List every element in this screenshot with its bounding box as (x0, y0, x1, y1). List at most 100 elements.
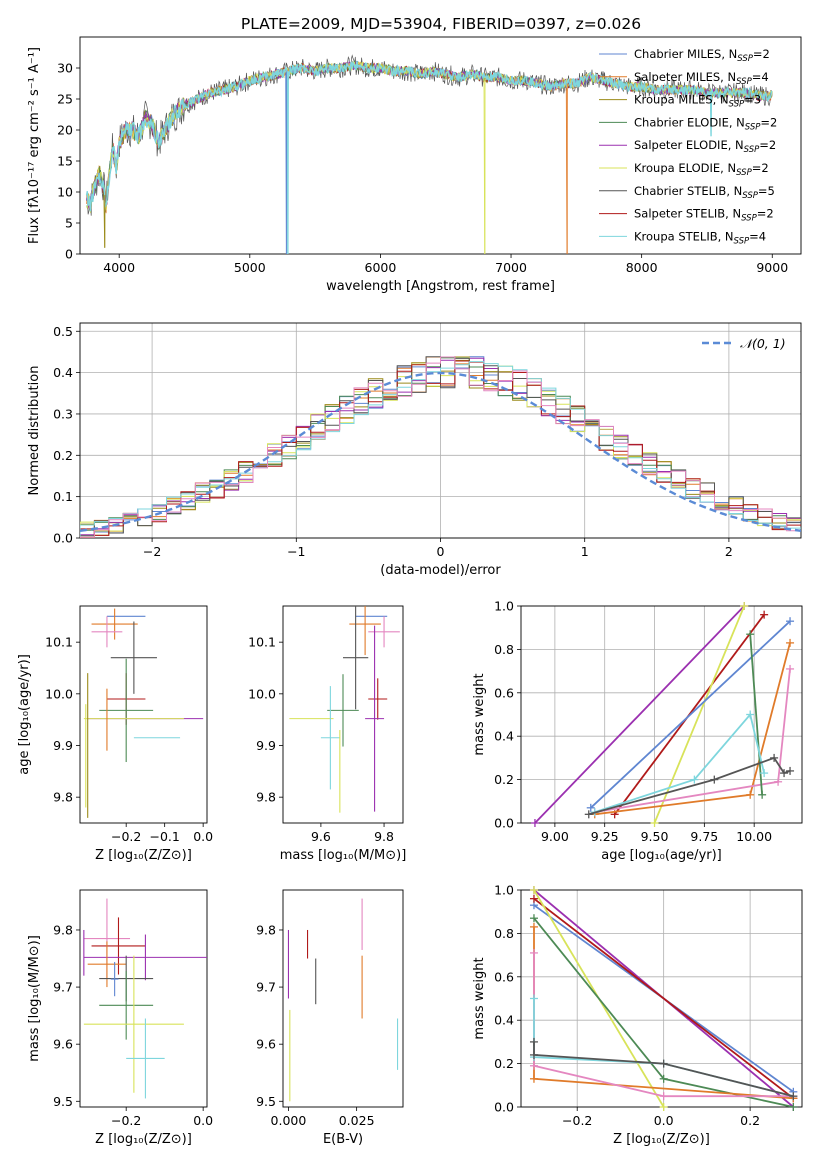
weight_vs_z-ytick-label: 1.0 (494, 883, 514, 898)
spectrum-legend-suffix: =2 (760, 115, 777, 129)
spectrum-legend-label: Salpeter ELODIE, N (634, 138, 744, 152)
weight_vs_z-ytick-label: 0.0 (494, 1100, 514, 1115)
mass_vs_ebv-ytick-label: 9.6 (256, 1037, 276, 1052)
weight_vs_age-marker (774, 777, 783, 786)
weight_vs_age-line (590, 620, 791, 809)
weight_vs_z-ytick-label: 0.6 (494, 969, 514, 984)
weight_vs_z-marker (529, 1037, 538, 1046)
mass_vs_z-ytick-label: 9.8 (53, 922, 73, 937)
weight_vs_age-ytick-label: 0.6 (494, 685, 514, 700)
spectrum-legend-entry: Chabrier MILES, NSSP=2 (634, 47, 770, 64)
weight_vs_age-marker (786, 664, 795, 673)
residuals-xlabel: (data-model)/error (380, 563, 501, 578)
age_vs_mass-errorbar (327, 674, 359, 747)
residuals-ytick-label: 0.4 (53, 365, 73, 380)
weight_vs_z-marker (789, 1103, 798, 1111)
age_vs_mass-xtick-label: 9.6 (311, 829, 331, 844)
weight_vs_age-marker (758, 790, 767, 799)
weight_vs_age-marker (770, 753, 779, 762)
age_vs_z-errorbar (110, 621, 157, 694)
weight_vs_age-ytick-label: 0.2 (494, 772, 514, 787)
age_vs_z-xtick-label: −0.1 (149, 829, 179, 844)
age_vs_z-xtick-label: −0.2 (111, 829, 141, 844)
spectrum-ytick-label: 10 (57, 185, 73, 200)
residuals-ytick-label: 0.3 (53, 406, 73, 421)
weight_vs_age-marker (786, 638, 795, 647)
mass_vs_z-errorbar (87, 941, 127, 988)
weight_vs_age-ytick-label: 1.0 (494, 599, 514, 614)
mass_vs_ebv-ytick-label: 9.8 (256, 922, 276, 937)
weight_vs_z-xtick-label: −0.2 (562, 1113, 592, 1128)
spectrum-xtick-label: 4000 (103, 260, 135, 275)
mass_vs_ebv-xlabel: E(B-V) (323, 1132, 363, 1147)
spectrum-legend-sub: SSP (729, 100, 745, 110)
spectrum-legend-suffix: =4 (749, 229, 766, 243)
spectrum-frame (79, 36, 802, 255)
weight_vs_z-line (533, 1041, 794, 1098)
age_vs_mass-xtick-label: 9.8 (374, 829, 394, 844)
age_vs_z-xlabel: Z [log₁₀(Z/Z⊙)] (95, 848, 192, 863)
weight_vs_z-xtick-label: 0.2 (740, 1113, 760, 1128)
age_vs_mass-errorbar (349, 606, 381, 656)
weight_vs_age-marker (584, 810, 593, 819)
weight_vs_z-marker (789, 1092, 798, 1101)
weight_vs_age-line (749, 634, 763, 795)
spectrum-legend-sub: SSP (734, 236, 750, 246)
mass_vs_ebv-panel: 0.000 0.025 9.5 9.6 9.7 9.8 E(B-V) (256, 889, 404, 1147)
residuals-ylabel: Normed distribution (27, 366, 42, 496)
mass_vs_ebv-ytick-label: 9.5 (256, 1094, 276, 1109)
weight_vs_age-xtick-label: 9.50 (641, 829, 669, 844)
spectrum-legend-entry: Salpeter STELIB, NSSP=2 (634, 207, 774, 224)
age_vs_z-ytick-label: 9.9 (53, 738, 73, 753)
weight_vs_age-marker (786, 766, 795, 775)
weight_vs_age-marker (586, 803, 595, 812)
weight_vs_z-marker (529, 1061, 538, 1070)
age_vs_z-xtick-label: 0.0 (193, 829, 213, 844)
weight_vs_age-xtick-label: 9.75 (690, 829, 718, 844)
weight_vs_age-line (594, 668, 791, 813)
spectrum-legend-entry: Chabrier STELIB, NSSP=5 (634, 184, 775, 201)
age_vs_mass-errorbar (320, 686, 340, 790)
weight_vs_age-marker (530, 819, 539, 827)
weight_vs_age-xlabel: age [log₁₀(age/yr)] (601, 848, 722, 863)
spectrum-panel: 4000 5000 6000 7000 8000 9000 0 5 10 15 20 25 30 wave… (27, 36, 802, 294)
spectrum-line-kroupa-stelib (85, 60, 773, 254)
age_vs_mass-errorbar (343, 606, 369, 710)
spectrum-legend-suffix: =3 (744, 93, 761, 107)
weight_vs_age-frame (520, 605, 803, 824)
residuals-xtick-label: −2 (143, 544, 161, 559)
residual-histogram (80, 356, 801, 538)
weight_vs_z-marker (529, 1074, 538, 1083)
weight_vs_age-marker (786, 617, 795, 626)
residuals-ytick-label: 0.1 (53, 489, 73, 504)
spectrum-legend-label: Chabrier STELIB, N (634, 184, 742, 198)
weight_vs_age-marker (650, 819, 659, 827)
mass_vs_z-errorbar (126, 1018, 165, 1099)
age_vs_mass-xlabel: mass [log₁₀(M/M⊙)] (280, 848, 407, 863)
mass_vs_z-errorbar (83, 955, 184, 1093)
weight_vs_z-marker (529, 1050, 538, 1059)
weight_vs_z-ylabel: mass weight (472, 957, 487, 1039)
weight_vs_z-marker (659, 1092, 668, 1101)
spectrum-xtick-label: 7000 (495, 260, 527, 275)
spectrum-legend-sub: SSP (737, 54, 753, 64)
spectrum-legend-entry: Kroupa STELIB, NSSP=4 (634, 229, 766, 246)
weight_vs_z-marker (659, 1074, 668, 1083)
age_vs_mass-ytick-label: 10.1 (248, 635, 276, 650)
spectrum-legend-sub: SSP (742, 191, 758, 201)
spectrum-ytick-label: 5 (65, 216, 73, 231)
spectrum-legend-entry: Salpeter MILES, NSSP=4 (634, 70, 769, 87)
residuals-ytick-label: 0.2 (53, 448, 73, 463)
residuals-xtick-label: 2 (725, 544, 733, 559)
spectrum-legend-sub: SSP (741, 214, 757, 224)
weight_vs_age-line (594, 642, 791, 816)
age_vs_z-errorbar (99, 658, 154, 763)
residuals-xtick-label: 0 (437, 544, 445, 559)
normal-curve (80, 371, 801, 532)
mass_vs_z-errorbar (83, 934, 207, 981)
weight_vs_age-ytick-label: 0.8 (494, 642, 514, 657)
residuals-ytick-label: 0.0 (53, 531, 73, 546)
mass_vs_z-frame (79, 889, 208, 1108)
age_vs_mass-panel: 9.6 9.8 9.8 9.9 10.0 10.1 mass [log₁₀(M/M⊙)] (248, 605, 407, 863)
